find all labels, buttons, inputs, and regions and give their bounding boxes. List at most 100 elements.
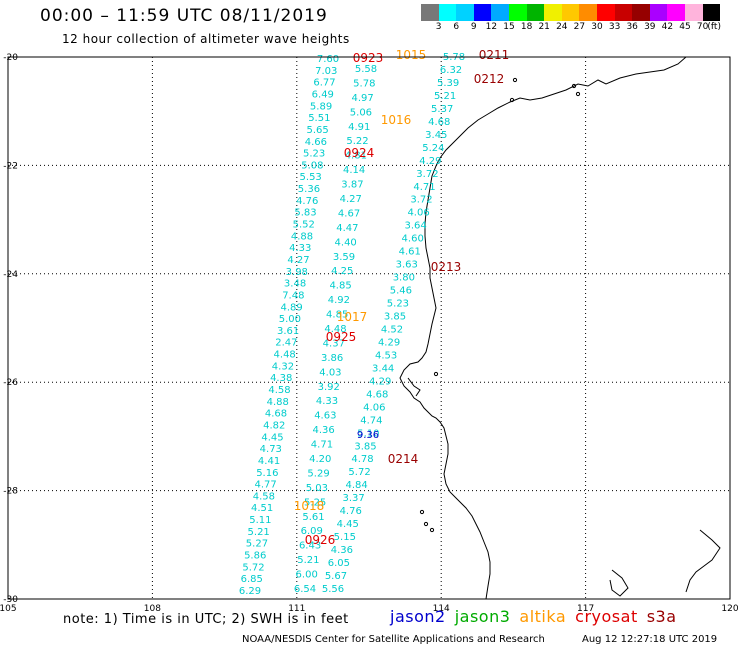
colorbar-label: (ft)	[707, 22, 721, 32]
left-track-value: 6.29	[239, 586, 261, 597]
lat-tick-label: -20	[3, 53, 18, 63]
left-track-value: 6.49	[312, 89, 334, 100]
left-track-value: 7.60	[317, 54, 339, 65]
mid-track-value: 4.37	[323, 338, 345, 349]
mid-track-value: 6.54	[294, 584, 316, 595]
left-track-value: 4.51	[251, 503, 273, 514]
mid-track-value: 5.78	[353, 78, 375, 89]
colorbar-swatch	[579, 4, 597, 21]
mid-track-value: 4.40	[335, 237, 357, 248]
lon-tick-label: 117	[577, 604, 594, 614]
right-track-value: 3.45	[425, 130, 447, 141]
colorbar-label: 33	[608, 22, 621, 32]
mid-track-value: 4.33	[316, 396, 338, 407]
right-track-value: 3.72	[416, 169, 438, 180]
left-track-value: 4.32	[272, 361, 294, 372]
colorbar-label: 30	[591, 22, 603, 32]
lat-tick-label: -30	[3, 595, 18, 605]
left-track-value: 5.52	[293, 220, 315, 231]
left-track-value: 5.83	[294, 208, 316, 219]
mid-track-value: 4.85	[326, 310, 348, 321]
lat-tick-label: -28	[3, 487, 18, 497]
left-track-value: 4.77	[254, 480, 276, 491]
right-track-value: 3.80	[393, 273, 415, 284]
colorbar-swatch	[702, 4, 721, 21]
left-track-value: 3.98	[286, 267, 308, 278]
colorbar-label: 24	[556, 22, 568, 32]
left-track-value: 4.48	[274, 350, 296, 361]
lat-lon-grid	[8, 57, 730, 599]
wave-height-colorbar: 3 6 9 12 15 18 21 24 27 30 33 36 39 42 45 70 (ft)	[421, 4, 739, 33]
right-track-value: 4.45	[337, 519, 359, 530]
legend-jason3: jason3	[454, 607, 511, 626]
colorbar-swatches	[421, 4, 739, 21]
mid-track-value: 3.92	[318, 382, 340, 393]
lake-outline	[609, 569, 629, 597]
mid-track-value: 4.85	[329, 281, 351, 292]
colorbar-label: 3	[435, 22, 442, 32]
lon-tick-label: 120	[721, 604, 738, 614]
chart-title: 00:00 – 11:59 UTC 08/11/2019	[40, 6, 328, 26]
right-track-value: 5.39	[437, 78, 459, 89]
pass-time-label: 0211	[479, 48, 510, 62]
left-track-value: 7.48	[282, 290, 304, 301]
pass-time-label: 0923	[353, 51, 384, 65]
pass-time-label: 1016	[381, 113, 412, 127]
left-track-value: 5.72	[242, 562, 264, 573]
right-track-value: 4.76	[340, 506, 362, 517]
right-track-value: 3.37	[343, 493, 365, 504]
left-track-value: 5.11	[249, 515, 271, 526]
mid-track-value: 4.63	[314, 411, 336, 422]
right-track-value: 5.24	[422, 143, 444, 154]
colorbar-swatch	[421, 4, 439, 21]
mid-track-value: 5.25	[304, 497, 326, 508]
right-track-value: 4.68	[366, 389, 388, 400]
colorbar-label: 36	[626, 22, 638, 32]
colorbar-labels: 3 6 9 12 15 18 21 24 27 30 33 36 39 42 45 70 (ft)	[421, 21, 739, 33]
left-track-value: 4.66	[305, 137, 327, 148]
right-track-value: 5.10	[357, 428, 379, 439]
colorbar-swatch	[684, 4, 703, 21]
right-track-value: 5.67	[325, 571, 347, 582]
right-track-value: 5.72	[348, 467, 370, 478]
right-track-value: 3.63	[396, 260, 418, 271]
legend-cryosat: cryosat	[575, 607, 638, 626]
mid-track-value: 3.86	[321, 353, 343, 364]
left-track-value: 4.45	[261, 432, 283, 443]
footer-credit: NOAA/NESDIS Center for Satellite Applica…	[242, 634, 545, 645]
island-outline	[423, 521, 429, 527]
colorbar-label: 15	[503, 22, 515, 32]
right-track-value: 5.46	[390, 286, 412, 297]
pass-time-label: 0926	[305, 533, 336, 547]
colorbar-label: 21	[538, 22, 550, 32]
left-track-value: 7.03	[315, 66, 337, 77]
lat-tick-label: -22	[3, 161, 18, 171]
pass-time-label: 0925	[326, 330, 357, 344]
colorbar-swatch	[508, 4, 527, 21]
left-track-value: 4.82	[263, 420, 285, 431]
left-track-value: 4.68	[265, 409, 287, 420]
mid-track-value: 4.36	[313, 425, 335, 436]
shark-bay-outline	[407, 377, 421, 397]
island-outline	[575, 91, 581, 97]
colorbar-swatch	[561, 4, 580, 21]
right-track-value: 4.74	[360, 415, 382, 426]
mid-track-value: 4.92	[328, 295, 350, 306]
colorbar-swatch	[473, 4, 492, 21]
left-track-value: 5.16	[256, 468, 278, 479]
footer-note: note: 1) Time is in UTC; 2) SWH is in fe…	[63, 612, 349, 627]
mid-track-value: 6.09	[301, 526, 323, 537]
colorbar-swatch	[456, 4, 474, 21]
footer-timestamp: Aug 12 12:27:18 UTC 2019	[582, 634, 718, 645]
mid-track-value: 5.58	[355, 64, 377, 75]
right-track-value: 6.05	[328, 558, 350, 569]
pass-time-label: 0212	[474, 72, 505, 86]
colorbar-label: 9	[470, 22, 477, 32]
left-track-value: 4.58	[253, 491, 275, 502]
mid-track-value: 4.25	[331, 266, 353, 277]
mid-track-value: 3.87	[341, 180, 363, 191]
mid-track-value: 4.47	[336, 223, 358, 234]
left-track-value: 2.47	[275, 338, 297, 349]
lake-outline	[685, 529, 721, 593]
left-track-value: 4.41	[258, 456, 280, 467]
